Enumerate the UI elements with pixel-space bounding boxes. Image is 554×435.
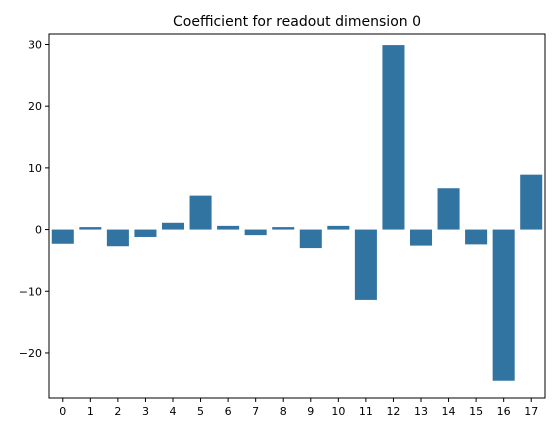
bar-1 — [79, 227, 102, 230]
bar-10 — [327, 225, 350, 230]
bar-15 — [465, 229, 488, 245]
bar-9 — [299, 229, 322, 249]
x-tick-label: 13 — [414, 405, 428, 418]
bar-12 — [382, 45, 405, 230]
bar-4 — [161, 222, 185, 230]
bar-3 — [134, 229, 157, 237]
y-tick-label: −10 — [19, 285, 42, 298]
y-tick-label: 30 — [28, 38, 42, 51]
x-tick-label: 9 — [307, 405, 314, 418]
x-tick-label: 6 — [225, 405, 232, 418]
bar-7 — [244, 229, 267, 236]
bar-14 — [437, 188, 460, 230]
bar-2 — [106, 229, 129, 247]
bar-13 — [409, 229, 433, 246]
x-tick-label: 16 — [497, 405, 511, 418]
x-tick-label: 2 — [114, 405, 121, 418]
bar-11 — [354, 229, 377, 300]
x-tick-label: 7 — [252, 405, 259, 418]
x-tick-label: 8 — [280, 405, 287, 418]
y-tick-label: −20 — [19, 347, 42, 360]
chart-title: Coefficient for readout dimension 0 — [173, 14, 421, 30]
x-tick-label: 12 — [386, 405, 400, 418]
x-tick-label: 3 — [142, 405, 149, 418]
x-tick-label: 11 — [359, 405, 373, 418]
bar-8 — [272, 227, 295, 230]
bar-5 — [189, 195, 212, 230]
y-tick-label: 0 — [35, 224, 42, 237]
x-tick-label: 14 — [442, 405, 456, 418]
x-tick-label: 0 — [59, 405, 66, 418]
x-tick-label: 10 — [331, 405, 345, 418]
y-tick-label: 10 — [28, 162, 42, 175]
bar-0 — [51, 229, 74, 244]
bar-17 — [520, 174, 543, 230]
x-tick-label: 15 — [469, 405, 483, 418]
x-tick-label: 1 — [87, 405, 94, 418]
bar-6 — [217, 225, 240, 230]
x-tick-label: 5 — [197, 405, 204, 418]
plot-frame — [48, 33, 546, 399]
x-tick-label: 4 — [170, 405, 177, 418]
y-tick-label: 20 — [28, 100, 42, 113]
x-tick-label: 17 — [524, 405, 538, 418]
bar-16 — [492, 229, 515, 381]
